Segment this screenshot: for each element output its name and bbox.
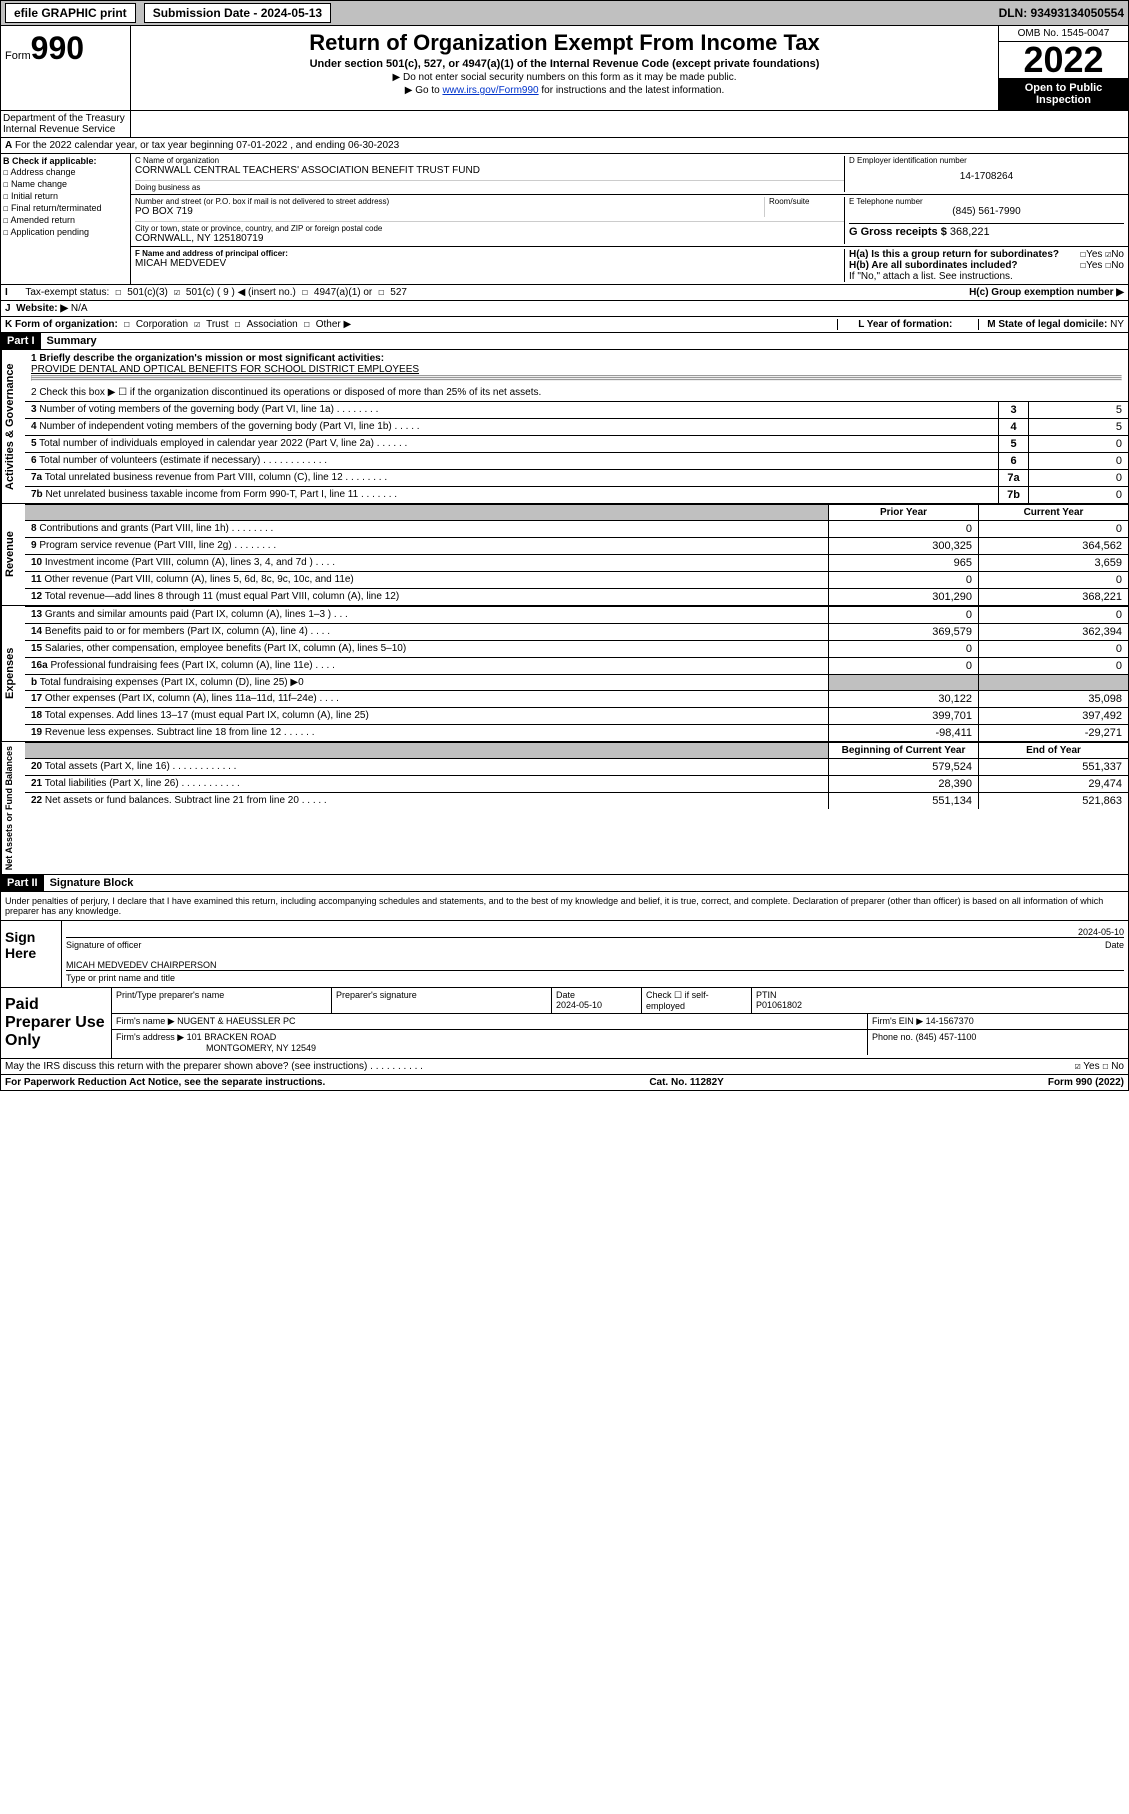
data-row: b Total fundraising expenses (Part IX, c…	[25, 674, 1128, 690]
form-title: Return of Organization Exempt From Incom…	[135, 30, 994, 56]
open-to-public: Open to Public Inspection	[999, 78, 1128, 110]
dept-row: Department of the TreasuryInternal Reven…	[0, 111, 1129, 138]
footer: For Paperwork Reduction Act Notice, see …	[0, 1075, 1129, 1091]
form-word: Form	[5, 50, 31, 62]
declaration: Under penalties of perjury, I declare th…	[0, 892, 1129, 921]
irs-link[interactable]: www.irs.gov/Form990	[442, 85, 538, 96]
phone: (845) 561-7990	[849, 206, 1124, 217]
box-j: J Website: ▶ N/A	[0, 301, 1129, 317]
data-row: 9 Program service revenue (Part VIII, li…	[25, 537, 1128, 554]
revenue-block: Revenue Prior YearCurrent Year 8 Contrib…	[0, 504, 1129, 606]
mission: PROVIDE DENTAL AND OPTICAL BENEFITS FOR …	[31, 364, 419, 375]
governance-block: Activities & Governance 1 Briefly descri…	[0, 350, 1129, 504]
ein: 14-1708264	[849, 171, 1124, 182]
submission-date: Submission Date - 2024-05-13	[144, 3, 331, 23]
gov-row: 3 Number of voting members of the govern…	[25, 401, 1128, 418]
firm-name: NUGENT & HAEUSSLER PC	[177, 1016, 295, 1026]
gov-row: 7b Net unrelated business taxable income…	[25, 486, 1128, 503]
data-row: 12 Total revenue—add lines 8 through 11 …	[25, 588, 1128, 605]
data-row: 17 Other expenses (Part IX, column (A), …	[25, 690, 1128, 707]
ptin: P01061802	[756, 1000, 802, 1010]
data-row: 21 Total liabilities (Part X, line 26) .…	[25, 775, 1128, 792]
data-row: 8 Contributions and grants (Part VIII, l…	[25, 520, 1128, 537]
gov-row: 5 Total number of individuals employed i…	[25, 435, 1128, 452]
tax-year: 2022	[999, 42, 1128, 78]
line-a: A For the 2022 calendar year, or tax yea…	[0, 138, 1129, 154]
org-name: CORNWALL CENTRAL TEACHERS' ASSOCIATION B…	[135, 165, 844, 176]
box-k: K Form of organization: ☐Corporation ☑Tr…	[0, 317, 1129, 333]
form-header: Form990 Return of Organization Exempt Fr…	[0, 26, 1129, 111]
discuss-row: May the IRS discuss this return with the…	[0, 1059, 1129, 1075]
gross-receipts: 368,221	[950, 226, 990, 238]
data-row: 20 Total assets (Part X, line 16) . . . …	[25, 758, 1128, 775]
data-row: 16a Professional fundraising fees (Part …	[25, 657, 1128, 674]
top-bar: efile GRAPHIC print Submission Date - 20…	[0, 0, 1129, 26]
ssn-note: ▶ Do not enter social security numbers o…	[135, 72, 994, 83]
netassets-block: Net Assets or Fund Balances Beginning of…	[0, 742, 1129, 875]
data-row: 22 Net assets or fund balances. Subtract…	[25, 792, 1128, 809]
street: PO BOX 719	[135, 206, 764, 217]
part2-header: Part II Signature Block	[0, 875, 1129, 892]
gov-row: 4 Number of independent voting members o…	[25, 418, 1128, 435]
box-i: I Tax-exempt status: ☐501(c)(3) ☑501(c) …	[0, 285, 1129, 301]
data-row: 10 Investment income (Part VIII, column …	[25, 554, 1128, 571]
data-row: 13 Grants and similar amounts paid (Part…	[25, 606, 1128, 623]
box-b: B Check if applicable: ☐ Address change …	[1, 154, 131, 284]
paid-preparer: Paid Preparer Use Only Print/Type prepar…	[0, 988, 1129, 1059]
expenses-block: Expenses 13 Grants and similar amounts p…	[0, 606, 1129, 742]
part1-header: Part I Summary	[0, 333, 1129, 350]
data-row: 11 Other revenue (Part VIII, column (A),…	[25, 571, 1128, 588]
dln: DLN: 93493134050554	[999, 6, 1124, 20]
data-row: 18 Total expenses. Add lines 13–17 (must…	[25, 707, 1128, 724]
data-row: 15 Salaries, other compensation, employe…	[25, 640, 1128, 657]
gov-row: 7a Total unrelated business revenue from…	[25, 469, 1128, 486]
data-row: 19 Revenue less expenses. Subtract line …	[25, 724, 1128, 741]
efile-btn[interactable]: efile GRAPHIC print	[5, 3, 136, 23]
form-number: 990	[31, 30, 84, 66]
sign-here: Sign Here 2024-05-10 Signature of office…	[0, 921, 1129, 988]
officer: MICAH MEDVEDEV	[135, 258, 844, 269]
section-bc: B Check if applicable: ☐ Address change …	[0, 154, 1129, 285]
city: CORNWALL, NY 125180719	[135, 233, 844, 244]
data-row: 14 Benefits paid to or for members (Part…	[25, 623, 1128, 640]
gov-row: 6 Total number of volunteers (estimate i…	[25, 452, 1128, 469]
officer-name: MICAH MEDVEDEV CHAIRPERSON	[66, 960, 217, 970]
form-subtitle: Under section 501(c), 527, or 4947(a)(1)…	[135, 58, 994, 70]
